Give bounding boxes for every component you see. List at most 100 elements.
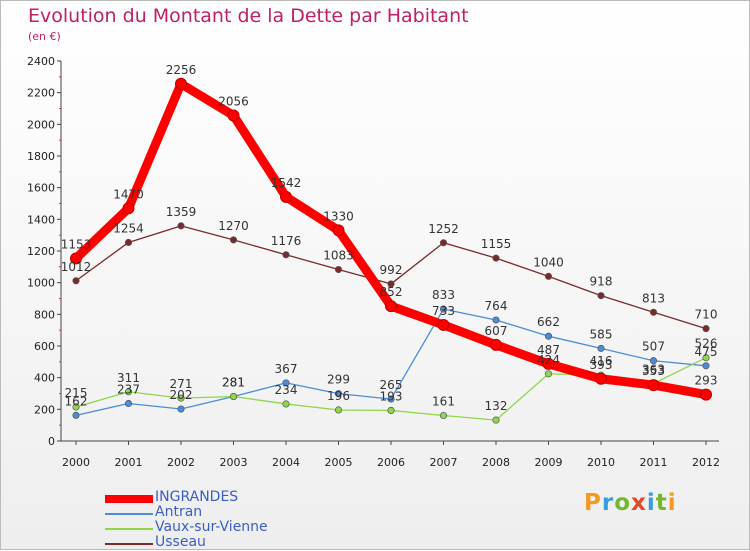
- data-point: [72, 277, 80, 285]
- x-tick-label: 2007: [430, 456, 458, 469]
- data-label: 1153: [61, 237, 92, 251]
- data-label: 1330: [323, 209, 354, 223]
- chart-title: Evolution du Montant de la Dette par Hab…: [28, 5, 469, 27]
- data-label: 733: [432, 304, 455, 318]
- data-point: [229, 392, 238, 401]
- data-label: 393: [590, 358, 613, 372]
- data-label: 2256: [166, 63, 197, 77]
- data-label: 710: [695, 308, 718, 322]
- legend-swatch: [105, 513, 153, 515]
- data-point: [439, 411, 448, 420]
- data-point: [282, 400, 290, 408]
- data-point: [700, 388, 712, 401]
- data-point: [124, 388, 133, 396]
- data-label: 132: [485, 399, 508, 413]
- data-label: 1155: [481, 237, 512, 251]
- data-label: 475: [695, 345, 718, 359]
- legend-label: Vaux-sur-Vienne: [155, 519, 268, 535]
- axes: 0 200 400 600 800 1000 1200 1400 1600 1800 2000 220…: [27, 55, 720, 469]
- data-label: 662: [537, 315, 560, 329]
- x-tick-label: 2011: [640, 456, 668, 469]
- data-point: [437, 318, 450, 331]
- y-tick-label: 1800: [27, 150, 55, 163]
- chart-subtitle: (en €): [28, 30, 61, 43]
- x-tick-label: 2000: [62, 456, 90, 469]
- y-tick-label: 1600: [27, 182, 55, 195]
- data-label: 2056: [218, 94, 249, 108]
- data-label: 196: [327, 389, 350, 403]
- x-tick-label: 2008: [482, 456, 510, 469]
- data-label: 852: [380, 285, 403, 299]
- data-label: 265: [380, 378, 403, 392]
- data-point: [177, 222, 185, 230]
- data-point: [280, 190, 292, 203]
- x-tick-label: 2004: [272, 456, 300, 469]
- y-tick-label: 0: [48, 435, 55, 448]
- data-point: [702, 354, 710, 362]
- data-label: 607: [485, 324, 508, 338]
- legend-swatch: [105, 543, 153, 545]
- data-label: 271: [170, 377, 193, 391]
- logo-letter: t: [655, 490, 668, 516]
- data-label: 1270: [218, 219, 249, 233]
- data-label: 813: [642, 291, 665, 305]
- data-point: [124, 238, 133, 247]
- data-point: [72, 411, 80, 419]
- data-label: 1176: [271, 234, 302, 248]
- x-tick-label: 2001: [115, 456, 143, 469]
- data-point: [387, 280, 395, 288]
- data-label: 311: [117, 371, 140, 385]
- x-tick-label: 2005: [325, 456, 353, 469]
- data-label: 833: [432, 288, 455, 302]
- data-label: 202: [170, 388, 193, 402]
- data-label: 416: [590, 354, 613, 368]
- x-tick-label: 2010: [587, 456, 615, 469]
- legend-swatch: [105, 528, 153, 530]
- logo-letter: r: [601, 490, 615, 516]
- data-point: [597, 344, 605, 352]
- data-label: 353: [642, 364, 665, 378]
- data-point: [387, 395, 395, 403]
- data-label: 162: [65, 394, 88, 408]
- legend-label: Antran: [155, 504, 203, 520]
- data-label: 367: [275, 362, 298, 376]
- data-point: [439, 239, 448, 247]
- data-label: 193: [380, 389, 403, 403]
- data-point: [597, 292, 605, 300]
- data-point: [175, 77, 187, 90]
- data-label: 299: [327, 373, 350, 387]
- data-point: [332, 224, 345, 237]
- data-label: 487: [537, 343, 560, 357]
- data-point: [334, 390, 343, 398]
- data-point: [177, 405, 185, 413]
- data-point: [70, 252, 82, 265]
- data-point: [649, 357, 658, 365]
- y-tick-label: 1000: [27, 277, 55, 290]
- data-label: 293: [695, 374, 718, 388]
- data-label: 1252: [428, 222, 459, 236]
- y-tick-label: 800: [34, 308, 55, 321]
- data-label: 281: [222, 376, 245, 390]
- data-point: [124, 399, 133, 408]
- data-label: 992: [380, 263, 403, 277]
- data-point: [334, 406, 343, 414]
- x-tick-label: 2012: [692, 456, 720, 469]
- y-tick-label: 600: [34, 340, 55, 353]
- legend-label: INGRANDES: [155, 489, 239, 505]
- y-tick-label: 2000: [27, 118, 55, 131]
- data-label: 1470: [113, 187, 144, 201]
- data-point: [282, 251, 290, 259]
- data-labels: 1153 1470 2256 2056 1542 1330 852 733 607 487 393 3…: [61, 63, 718, 413]
- y-tick-label: 400: [34, 372, 55, 385]
- data-point: [649, 308, 658, 316]
- data-label: 234: [275, 383, 298, 397]
- data-point: [72, 403, 80, 411]
- data-label: 237: [117, 382, 140, 396]
- data-point: [702, 362, 710, 370]
- data-label: 424: [537, 353, 560, 367]
- data-label: 1012: [61, 260, 92, 274]
- data-point: [542, 357, 555, 370]
- logo-letter: i: [646, 490, 656, 516]
